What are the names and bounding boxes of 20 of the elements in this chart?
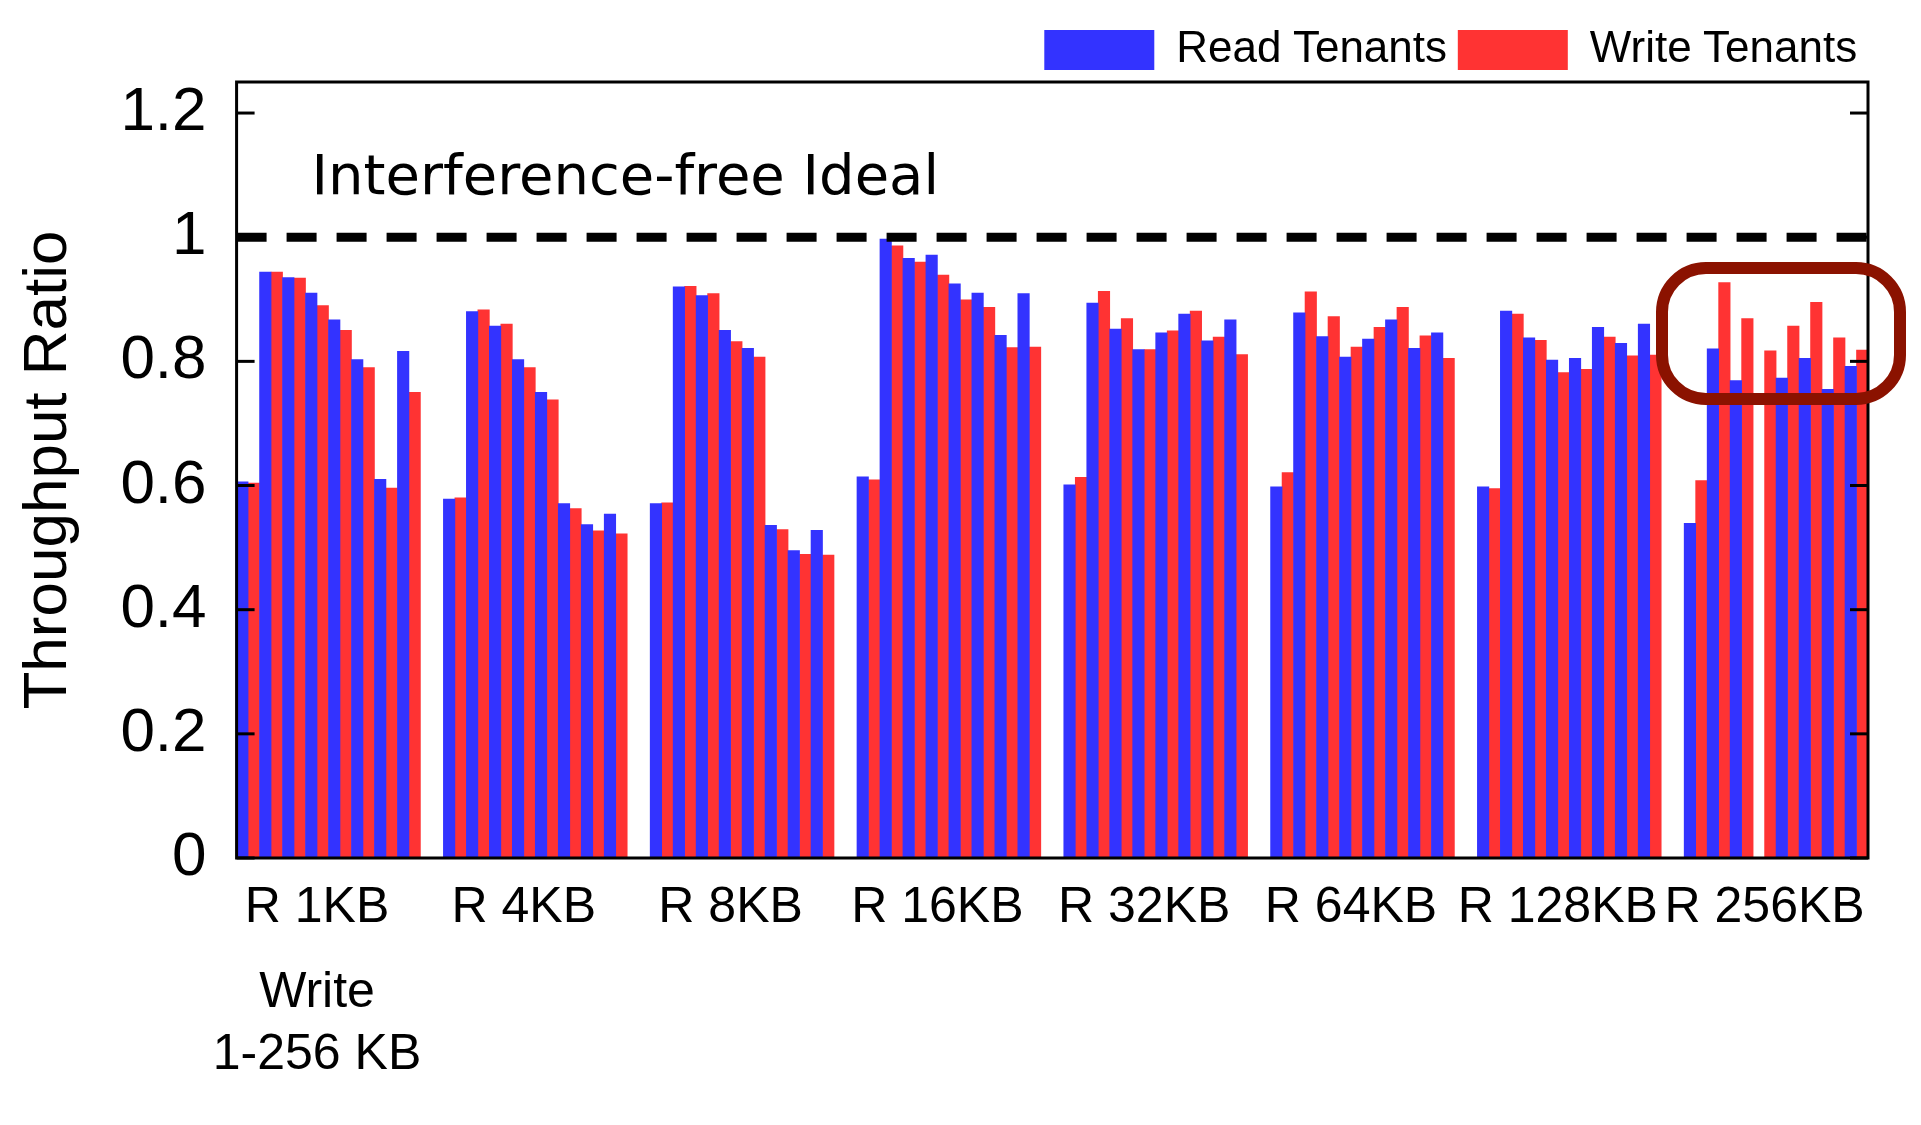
- y-tick-label: 1.2: [120, 74, 207, 144]
- text: Write 1-256 KB: [212, 961, 422, 1080]
- y-tick-label: 0.4: [120, 570, 207, 640]
- y-tick-label: 0.6: [120, 446, 207, 516]
- x-tick-label: R 8KB: [658, 876, 803, 933]
- x-tick-label: R 128KB: [1457, 876, 1658, 933]
- ref-line-label: Interference-free Ideal: [311, 141, 939, 207]
- x-tick-label: R 1KB: [244, 876, 390, 933]
- x-tick-label: R 64KB: [1264, 876, 1438, 933]
- x-tick-label: R 32KB: [1058, 876, 1231, 933]
- y-tick-label: 1: [172, 198, 207, 268]
- y-axis-title: Throughput Ratio: [10, 230, 80, 710]
- x-tick-label: R 4KB: [451, 876, 597, 933]
- y-tick-label: 0.2: [120, 694, 207, 764]
- x-tick-label: R 16KB: [851, 876, 1024, 933]
- y-tick-label: 0.8: [120, 322, 207, 392]
- x-tick-label: R 256KB: [1664, 876, 1865, 933]
- y-tick-label: 0: [172, 819, 207, 889]
- legend-label: Read Tenants: [1176, 22, 1448, 72]
- legend-label: Write Tenants: [1589, 22, 1858, 72]
